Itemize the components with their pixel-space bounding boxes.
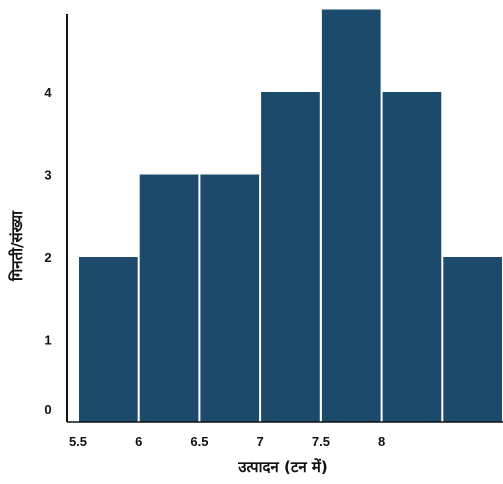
x-tick-label: 7.5 [312, 434, 330, 449]
y-tick-label: 1 [44, 333, 51, 348]
x-tick-labels: 5.5 6 6.5 7 7.5 8 [69, 434, 385, 449]
histogram-bar [443, 257, 502, 422]
x-tick-label: 6.5 [190, 434, 208, 449]
histogram-bar [321, 9, 381, 422]
histogram-bar [261, 92, 320, 422]
y-tick-label: 2 [44, 250, 51, 265]
y-tick-labels: 0 1 2 3 4 [44, 85, 52, 417]
x-tick-label: 8 [378, 434, 385, 449]
y-tick-label: 4 [44, 85, 52, 100]
y-tick-label: 0 [44, 402, 51, 417]
histogram-bar [382, 92, 442, 422]
y-tick-label: 3 [44, 168, 51, 183]
x-tick-label: 7 [256, 434, 263, 449]
y-axis-label: गिनती/संख्या [8, 210, 26, 282]
x-axis-label: उत्पादन (टन में) [237, 458, 328, 476]
histogram-bar [79, 257, 138, 422]
x-tick-label: 6 [135, 434, 142, 449]
x-tick-label: 5.5 [69, 434, 87, 449]
bars-group [79, 9, 502, 422]
histogram-bar [200, 174, 260, 422]
histogram-bar [139, 174, 199, 422]
